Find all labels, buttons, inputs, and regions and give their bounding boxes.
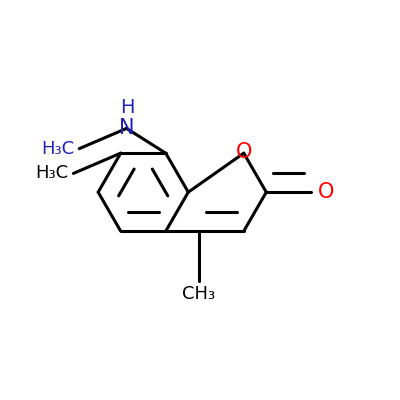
Text: H: H: [120, 98, 134, 118]
Text: O: O: [318, 182, 335, 202]
Text: O: O: [236, 142, 252, 162]
Text: H₃C: H₃C: [42, 140, 74, 158]
Text: CH₃: CH₃: [182, 286, 215, 304]
Text: N: N: [119, 118, 134, 138]
Text: H₃C: H₃C: [36, 164, 69, 182]
